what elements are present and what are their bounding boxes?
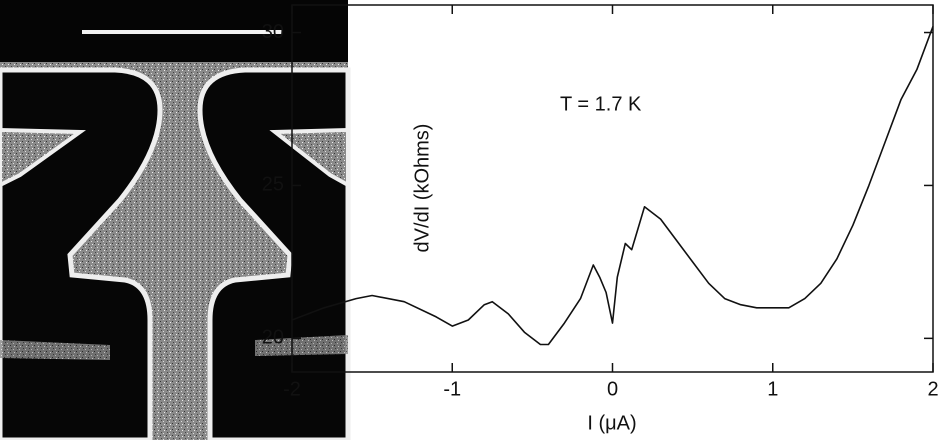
micrograph (0, 0, 351, 440)
y-tick-label: 30 (262, 21, 284, 43)
x-tick-label: -1 (443, 378, 461, 400)
x-axis-label: I (μA) (587, 412, 636, 434)
x-tick-label: 0 (607, 378, 618, 400)
x-tick-label: -2 (283, 378, 301, 400)
annotation: T = 1.7 K (560, 93, 642, 115)
y-axis-label: dV/dI (kOhms) (411, 124, 433, 253)
data-line (291, 26, 934, 346)
x-tick-label: 2 (927, 378, 938, 400)
x-tick-label: 1 (767, 378, 778, 400)
y-tick-label: 25 (262, 174, 284, 196)
y-tick-label: 20 (262, 327, 284, 349)
